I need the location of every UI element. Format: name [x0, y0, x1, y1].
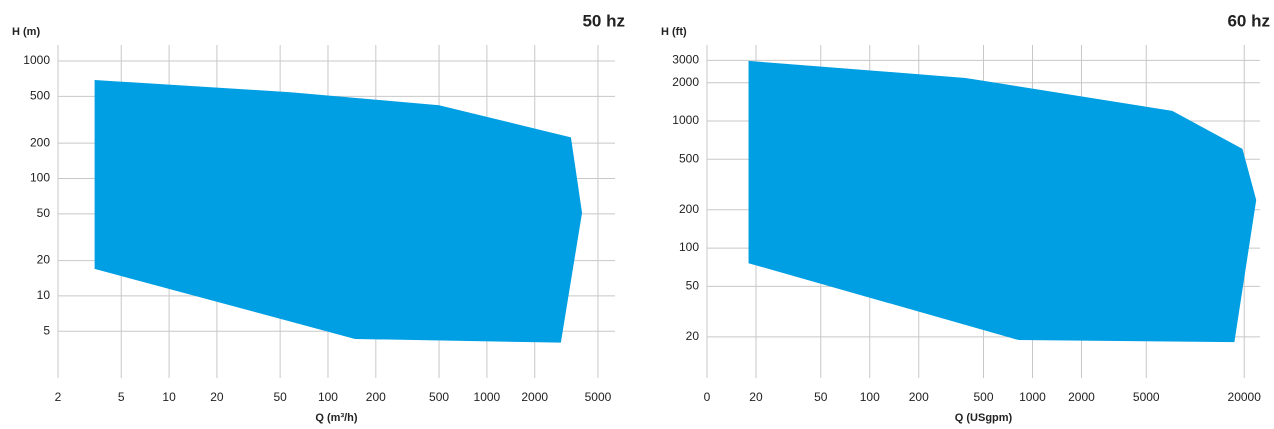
x-tick-label: 1000 [474, 390, 501, 404]
y-tick-label: 5 [43, 323, 50, 337]
y-tick-label: 50 [686, 279, 700, 293]
x-tick-label: 1000 [1019, 390, 1046, 404]
x-tick-label: 200 [909, 390, 929, 404]
y-tick-label: 10 [37, 288, 51, 302]
x-tick-label: 50 [814, 390, 828, 404]
x-axis-label: Q (USgpm) [955, 412, 1013, 424]
x-tick-label: 100 [318, 390, 338, 404]
y-tick-label: 500 [679, 151, 699, 165]
x-tick-label: 20000 [1228, 390, 1262, 404]
x-tick-label: 200 [366, 390, 386, 404]
x-axis-label: Q (m³/h) [315, 412, 357, 424]
y-tick-label: 50 [37, 206, 51, 220]
x-tick-label: 2 [55, 390, 62, 404]
area [94, 79, 583, 343]
x-tick-label: 5 [118, 390, 125, 404]
x-tick-label: 100 [860, 390, 880, 404]
y-tick-label: 20 [37, 253, 51, 267]
x-tick-label: 20 [749, 390, 763, 404]
x-tick-label: 50 [273, 390, 287, 404]
x-tick-label: 2000 [1068, 390, 1095, 404]
y-tick-label: 1000 [23, 53, 50, 67]
x-tick-label: 500 [429, 390, 449, 404]
y-tick-label: 2000 [672, 75, 699, 89]
chart-title: 50 hz [582, 11, 625, 30]
x-tick-label: 2000 [521, 390, 548, 404]
y-axis-label: H (m) [12, 26, 40, 38]
x-tick-label: 10 [162, 390, 176, 404]
y-tick-label: 100 [679, 240, 699, 254]
x-tick-label: 0 [704, 390, 711, 404]
area [748, 60, 1257, 343]
chart-title: 60 hz [1227, 11, 1270, 30]
y-axis-label: H (ft) [661, 26, 687, 38]
y-tick-label: 100 [30, 171, 50, 185]
x-tick-label: 500 [973, 390, 993, 404]
y-tick-label: 1000 [672, 113, 699, 127]
y-tick-label: 3000 [672, 52, 699, 66]
y-tick-label: 500 [30, 89, 50, 103]
x-tick-label: 5000 [1133, 390, 1160, 404]
y-tick-label: 200 [679, 202, 699, 216]
y-tick-label: 200 [30, 135, 50, 149]
x-tick-label: 5000 [585, 390, 612, 404]
x-tick-label: 20 [210, 390, 224, 404]
y-tick-label: 20 [686, 329, 700, 343]
